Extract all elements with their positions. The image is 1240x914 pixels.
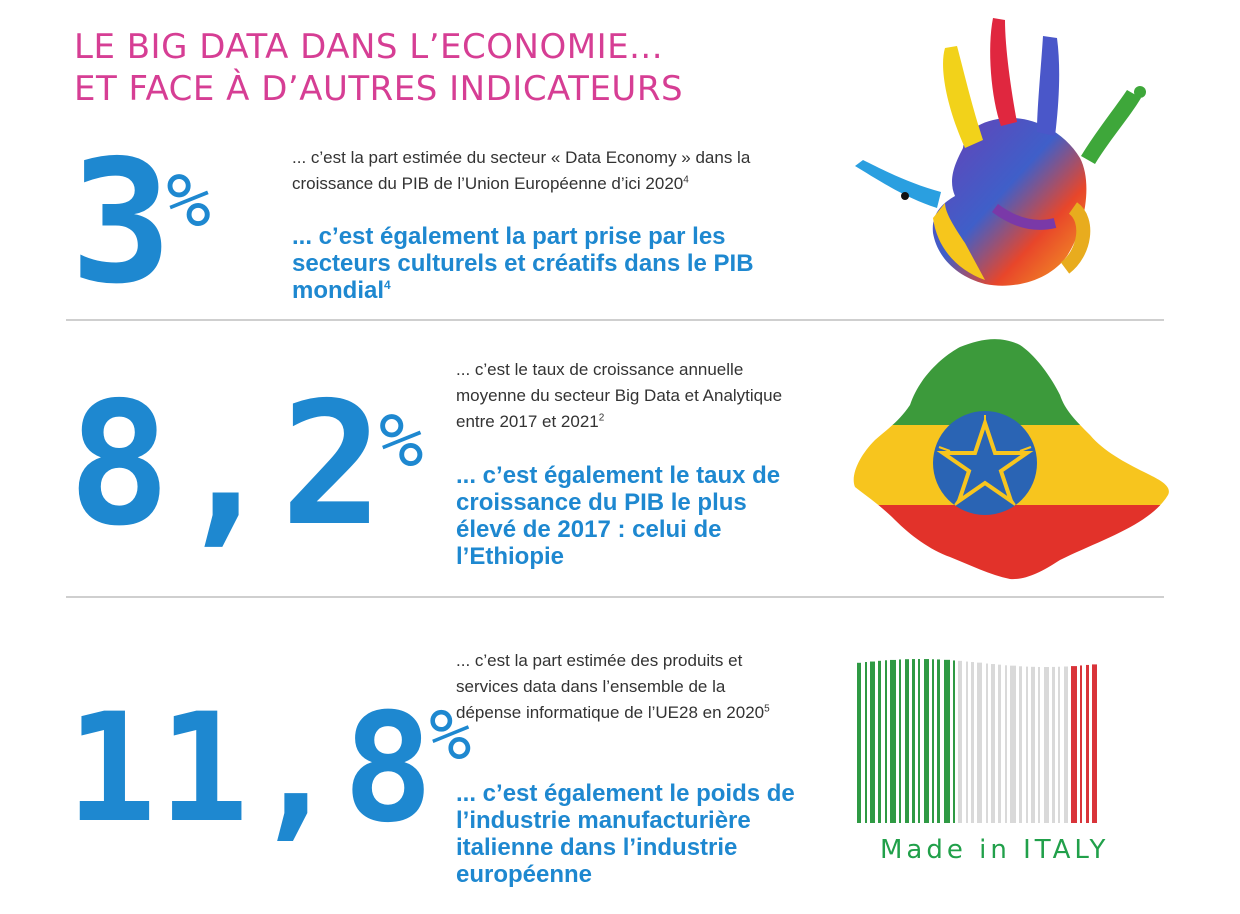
comparison-text: ... c’est également la part prise par le… bbox=[292, 223, 754, 304]
barcode-bar bbox=[890, 659, 896, 823]
barcode-bar bbox=[1044, 666, 1049, 823]
barcode-bar bbox=[1038, 666, 1040, 823]
description-text: ... c’est la part estimée des produits e… bbox=[456, 651, 765, 722]
stat-3-value: 11,8% bbox=[66, 694, 471, 844]
made-in-italy-caption: Made in ITALY bbox=[880, 835, 1110, 865]
barcode-bar bbox=[1052, 666, 1055, 823]
barcode-bar bbox=[905, 659, 909, 823]
barcode-bar bbox=[986, 663, 988, 823]
barcode-bar bbox=[1005, 665, 1007, 823]
percent-sign: % bbox=[429, 694, 472, 776]
paint-hand-icon bbox=[855, 18, 1146, 286]
stat-value-number: 3 bbox=[70, 124, 177, 322]
stat-value-number: 8,2 bbox=[68, 366, 388, 564]
barcode-bar bbox=[899, 659, 901, 823]
section-divider bbox=[66, 596, 1164, 598]
footnote-ref: 5 bbox=[764, 703, 770, 715]
stat-3-description: ... c’est la part estimée des produits e… bbox=[456, 648, 776, 726]
barcode-bar bbox=[991, 664, 995, 823]
barcode-bar bbox=[937, 659, 940, 823]
barcode-bar bbox=[977, 662, 982, 823]
barcode-bar bbox=[1064, 666, 1068, 823]
barcode-bar bbox=[1086, 664, 1089, 823]
barcode-bar bbox=[953, 660, 955, 823]
barcode-bar bbox=[924, 659, 929, 823]
barcode-bar bbox=[878, 660, 881, 823]
barcode-bar bbox=[966, 661, 968, 823]
stat-2-comparison: ... c’est également le taux de croissanc… bbox=[456, 462, 806, 570]
percent-sign: % bbox=[379, 398, 424, 484]
barcode-bar bbox=[998, 664, 1001, 823]
percent-sign: % bbox=[166, 158, 211, 244]
title-line-2: ET FACE À D’AUTRES INDICATEURS bbox=[74, 69, 684, 109]
section-divider bbox=[66, 319, 1164, 321]
barcode-bar bbox=[918, 659, 920, 823]
barcode-bar bbox=[1019, 666, 1022, 823]
ethiopia-map-flag-icon bbox=[853, 339, 1169, 580]
page-title: LE BIG DATA DANS L’ECONOMIE... ET FACE À… bbox=[74, 26, 683, 110]
barcode-bar bbox=[1026, 666, 1028, 823]
barcode-caption-band bbox=[855, 823, 1170, 853]
barcode-bar bbox=[944, 659, 950, 823]
stat-2-description: ... c’est le taux de croissance annuelle… bbox=[456, 357, 796, 435]
stat-1-description: ... c’est la part estimée du secteur « D… bbox=[292, 145, 802, 197]
comparison-text: ... c’est également le taux de croissanc… bbox=[456, 462, 781, 570]
barcode-bar bbox=[865, 662, 867, 823]
barcode-bar bbox=[870, 661, 875, 823]
barcode-bar bbox=[958, 660, 962, 823]
description-text: ... c’est le taux de croissance annuelle… bbox=[456, 360, 783, 431]
barcode-bar bbox=[857, 662, 861, 823]
barcode-bar bbox=[1010, 665, 1016, 823]
stat-value-number: 11,8 bbox=[66, 682, 436, 856]
title-line-1: LE BIG DATA DANS L’ECONOMIE... bbox=[74, 27, 663, 67]
barcode-bar bbox=[1080, 665, 1082, 823]
barcode-bar bbox=[971, 662, 974, 823]
barcode-bar bbox=[1058, 666, 1060, 823]
stat-1-comparison: ... c’est également la part prise par le… bbox=[292, 223, 792, 304]
barcode-bar bbox=[912, 659, 915, 823]
footnote-ref: 4 bbox=[384, 278, 391, 292]
barcode-bar bbox=[932, 659, 934, 823]
barcode-bar bbox=[1071, 666, 1077, 823]
italy-barcode-icon bbox=[855, 659, 1170, 853]
description-text: ... c’est la part estimée du secteur « D… bbox=[292, 148, 751, 193]
barcode-bar bbox=[885, 660, 887, 823]
comparison-text: ... c’est également le poids de l’indust… bbox=[456, 780, 795, 888]
stat-3-comparison: ... c’est également le poids de l’indust… bbox=[456, 780, 801, 888]
stat-1-value: 3% bbox=[70, 138, 211, 308]
barcode-bar bbox=[1031, 666, 1035, 823]
footnote-ref: 4 bbox=[683, 174, 689, 186]
barcode-bar bbox=[1092, 664, 1097, 823]
footnote-ref: 2 bbox=[598, 412, 605, 424]
stat-2-value: 8,2% bbox=[68, 380, 424, 550]
